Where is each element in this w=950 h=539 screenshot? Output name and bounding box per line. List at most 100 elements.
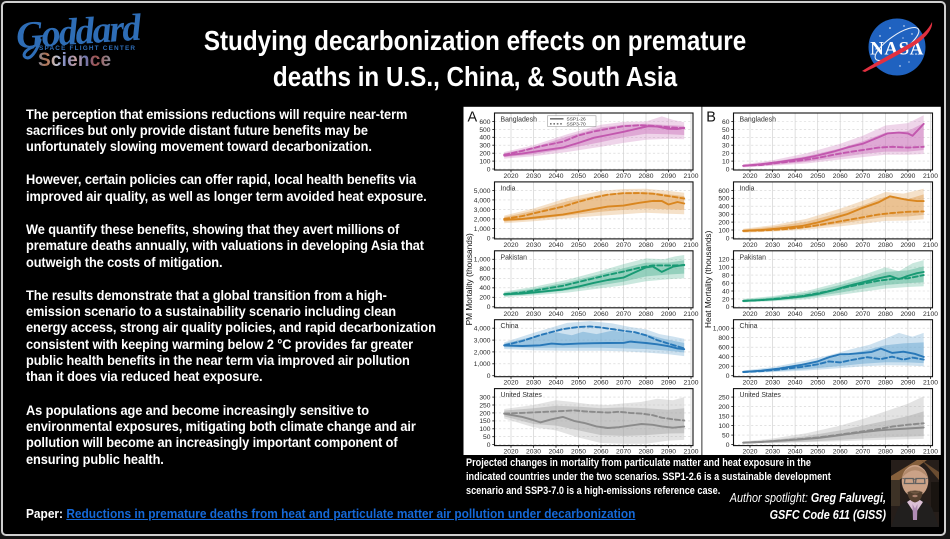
svg-text:2090: 2090 (661, 173, 676, 180)
svg-text:2040: 2040 (549, 242, 564, 249)
svg-text:100: 100 (479, 426, 490, 433)
svg-text:2080: 2080 (878, 449, 893, 456)
svg-text:2020: 2020 (743, 242, 758, 249)
svg-text:50: 50 (722, 433, 730, 440)
svg-text:800: 800 (718, 335, 729, 342)
svg-text:2090: 2090 (900, 449, 915, 456)
svg-text:2,000: 2,000 (474, 349, 491, 356)
svg-text:2070: 2070 (855, 173, 870, 180)
svg-text:10: 10 (722, 159, 730, 166)
svg-text:2080: 2080 (878, 242, 893, 249)
svg-text:2060: 2060 (833, 449, 848, 456)
svg-text:United States: United States (501, 392, 543, 399)
svg-text:400: 400 (718, 354, 729, 361)
svg-text:200: 200 (718, 220, 729, 227)
svg-text:100: 100 (718, 423, 729, 430)
svg-text:30: 30 (722, 143, 730, 150)
svg-text:600: 600 (718, 345, 729, 352)
svg-text:2070: 2070 (616, 173, 631, 180)
svg-text:2080: 2080 (878, 173, 893, 180)
svg-text:600: 600 (479, 276, 490, 283)
svg-text:2030: 2030 (526, 380, 541, 387)
svg-text:600: 600 (718, 188, 729, 195)
svg-text:0: 0 (726, 235, 730, 242)
svg-text:2040: 2040 (549, 449, 564, 456)
svg-text:2060: 2060 (833, 242, 848, 249)
svg-text:2050: 2050 (810, 449, 825, 456)
svg-text:2020: 2020 (504, 311, 519, 318)
svg-text:2030: 2030 (765, 242, 780, 249)
svg-text:2080: 2080 (639, 311, 654, 318)
svg-text:40: 40 (722, 288, 730, 295)
svg-text:20: 20 (722, 296, 730, 303)
svg-text:China: China (501, 323, 519, 330)
svg-text:2080: 2080 (639, 242, 654, 249)
svg-text:2030: 2030 (526, 449, 541, 456)
svg-text:500: 500 (718, 196, 729, 203)
svg-text:2020: 2020 (743, 449, 758, 456)
svg-text:40: 40 (722, 135, 730, 142)
svg-text:2050: 2050 (571, 311, 586, 318)
svg-text:2070: 2070 (616, 449, 631, 456)
svg-text:2070: 2070 (855, 311, 870, 318)
svg-text:2100: 2100 (923, 380, 938, 387)
svg-text:5,000: 5,000 (474, 188, 491, 195)
svg-text:Heat Mortality (thousands): Heat Mortality (thousands) (703, 230, 713, 328)
svg-text:2050: 2050 (571, 242, 586, 249)
svg-text:2030: 2030 (765, 380, 780, 387)
svg-text:120: 120 (718, 257, 729, 264)
svg-text:2100: 2100 (684, 380, 699, 387)
svg-text:2100: 2100 (684, 311, 699, 318)
svg-text:2050: 2050 (810, 380, 825, 387)
svg-text:2050: 2050 (810, 311, 825, 318)
svg-text:0: 0 (726, 373, 730, 380)
svg-text:United States: United States (740, 392, 782, 399)
svg-text:1,000: 1,000 (713, 326, 730, 333)
svg-text:2040: 2040 (788, 380, 803, 387)
svg-text:2020: 2020 (743, 173, 758, 180)
svg-text:0: 0 (726, 166, 730, 173)
svg-text:2020: 2020 (504, 380, 519, 387)
svg-text:3,000: 3,000 (474, 338, 491, 345)
svg-text:2080: 2080 (878, 311, 893, 318)
svg-text:Bangladesh: Bangladesh (501, 117, 538, 124)
svg-text:China: China (740, 323, 758, 330)
svg-text:2030: 2030 (765, 311, 780, 318)
svg-text:2100: 2100 (923, 173, 938, 180)
svg-text:2050: 2050 (571, 173, 586, 180)
svg-text:2060: 2060 (594, 449, 609, 456)
svg-text:2020: 2020 (743, 380, 758, 387)
svg-text:2030: 2030 (526, 173, 541, 180)
svg-text:India: India (740, 185, 755, 192)
svg-text:250: 250 (718, 395, 729, 402)
svg-text:B: B (706, 109, 716, 125)
svg-text:200: 200 (718, 404, 729, 411)
svg-text:2060: 2060 (833, 311, 848, 318)
svg-text:200: 200 (718, 364, 729, 371)
svg-text:2090: 2090 (661, 449, 676, 456)
svg-text:0: 0 (487, 235, 491, 242)
svg-text:2090: 2090 (900, 311, 915, 318)
svg-text:100: 100 (718, 265, 729, 272)
svg-text:300: 300 (479, 395, 490, 402)
svg-text:2050: 2050 (571, 449, 586, 456)
svg-text:Bangladesh: Bangladesh (740, 117, 777, 124)
svg-text:2020: 2020 (743, 311, 758, 318)
svg-text:SSP1-26: SSP1-26 (567, 117, 587, 123)
svg-text:2100: 2100 (684, 449, 699, 456)
svg-text:100: 100 (718, 227, 729, 234)
svg-text:200: 200 (479, 295, 490, 302)
svg-text:2020: 2020 (504, 449, 519, 456)
svg-text:India: India (501, 185, 516, 192)
svg-text:2050: 2050 (810, 173, 825, 180)
svg-text:Pakistan: Pakistan (501, 254, 528, 261)
svg-text:2100: 2100 (684, 173, 699, 180)
svg-text:2090: 2090 (900, 242, 915, 249)
svg-text:2040: 2040 (788, 311, 803, 318)
svg-text:2090: 2090 (900, 173, 915, 180)
svg-text:2020: 2020 (504, 173, 519, 180)
svg-text:400: 400 (718, 204, 729, 211)
svg-text:20: 20 (722, 151, 730, 158)
svg-text:PM Mortality (thousands): PM Mortality (thousands) (464, 233, 474, 325)
svg-text:50: 50 (483, 434, 491, 441)
